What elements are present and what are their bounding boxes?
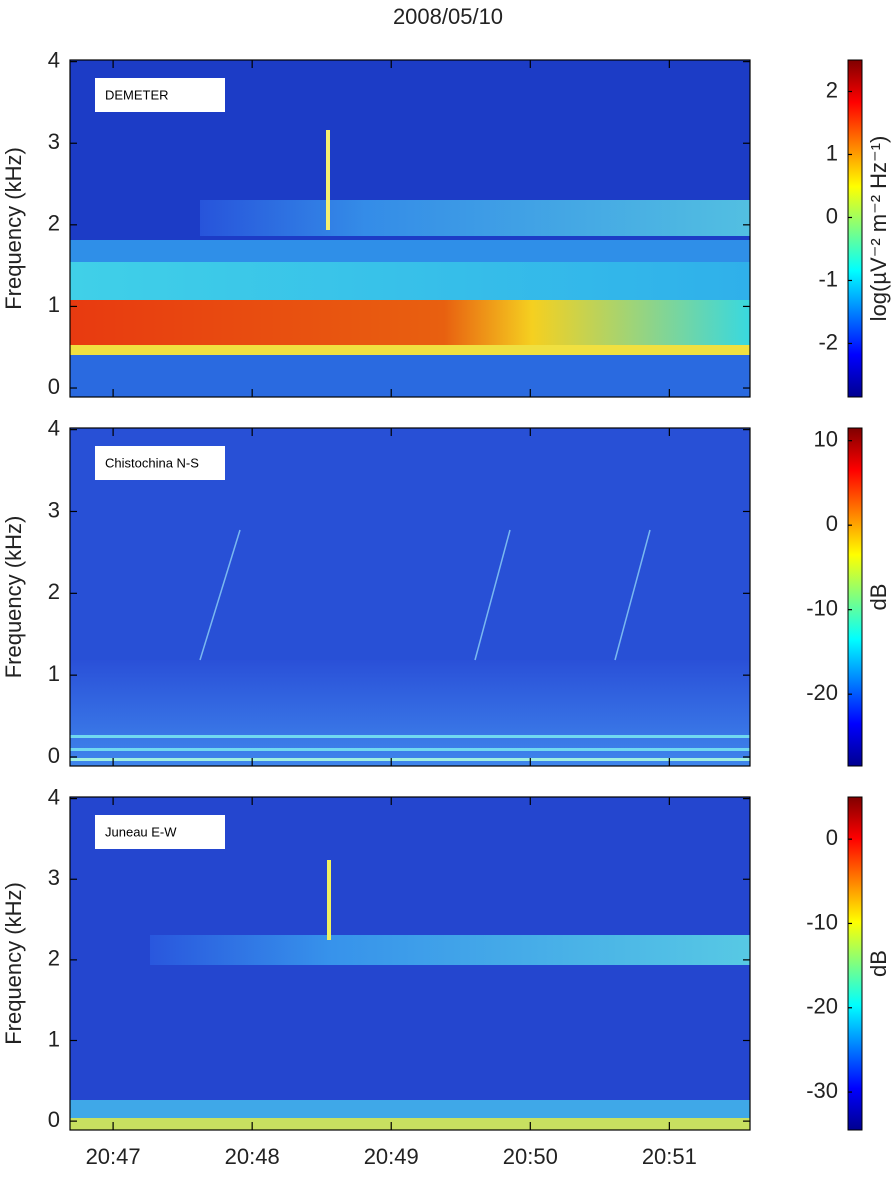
- colorbar-tick-label: 0: [826, 511, 838, 536]
- y-tick-label: 2: [48, 946, 60, 971]
- x-tick-label: 20:51: [642, 1144, 697, 1169]
- label-box: [95, 446, 225, 480]
- y-tick-label: 2: [48, 579, 60, 604]
- colorbar-tick-label: 2: [826, 77, 838, 102]
- y-tick-label: 4: [48, 415, 60, 440]
- colorbar-label: dB: [866, 950, 891, 977]
- colorbar-tick-label: 10: [814, 426, 838, 451]
- colorbar-label: dB: [866, 584, 891, 611]
- plot-frame: [69, 59, 751, 398]
- y-tick-label: 0: [48, 1107, 60, 1132]
- colorbar: [847, 427, 863, 767]
- colorbar-tick-label: -30: [806, 1078, 838, 1103]
- plot-frame: [69, 796, 751, 1131]
- colorbar-tick-label: -1: [818, 266, 838, 291]
- y-tick-label: 2: [48, 211, 60, 236]
- y-tick-label: 0: [48, 374, 60, 399]
- plot-frame: [69, 427, 751, 767]
- y-tick-label: 3: [48, 865, 60, 890]
- y-tick-label: 0: [48, 743, 60, 768]
- panel-label: DEMETER: [105, 87, 169, 102]
- x-tick-label: 20:48: [225, 1144, 280, 1169]
- y-axis-label: Frequency (kHz): [1, 147, 26, 310]
- y-tick-label: 4: [48, 784, 60, 809]
- y-axis-label: Frequency (kHz): [1, 516, 26, 679]
- panel-label: Juneau E-W: [105, 824, 177, 839]
- colorbar-tick-label: -2: [818, 329, 838, 354]
- colorbar-tick-label: -20: [806, 994, 838, 1019]
- y-tick-label: 3: [48, 497, 60, 522]
- colorbar-tick-label: 0: [826, 203, 838, 228]
- y-tick-label: 1: [48, 292, 60, 317]
- spectrogram-image: [70, 428, 750, 766]
- label-box: [95, 78, 225, 112]
- y-axis-label: Frequency (kHz): [1, 882, 26, 1045]
- colorbar-tick-label: -10: [806, 595, 838, 620]
- colorbar-tick-label: 1: [826, 140, 838, 165]
- y-tick-label: 1: [48, 1026, 60, 1051]
- colorbar: [847, 796, 863, 1131]
- y-tick-label: 4: [48, 47, 60, 72]
- colorbar-label: log(µV⁻² m⁻² Hz⁻¹): [866, 136, 891, 322]
- x-tick-label: 20:49: [364, 1144, 419, 1169]
- colorbar-tick-label: 0: [826, 825, 838, 850]
- spectrogram-image: [70, 60, 750, 397]
- x-tick-label: 20:50: [503, 1144, 558, 1169]
- x-tick-label: 20:47: [86, 1144, 141, 1169]
- y-tick-label: 3: [48, 129, 60, 154]
- figure-title: 2008/05/10: [393, 4, 503, 29]
- label-box: [95, 815, 225, 849]
- panel-label: Chistochina N-S: [105, 455, 199, 470]
- spectrogram-image: [70, 797, 750, 1130]
- colorbar-tick-label: -10: [806, 909, 838, 934]
- y-tick-label: 1: [48, 661, 60, 686]
- colorbar: [847, 59, 863, 398]
- colorbar-tick-label: -20: [806, 680, 838, 705]
